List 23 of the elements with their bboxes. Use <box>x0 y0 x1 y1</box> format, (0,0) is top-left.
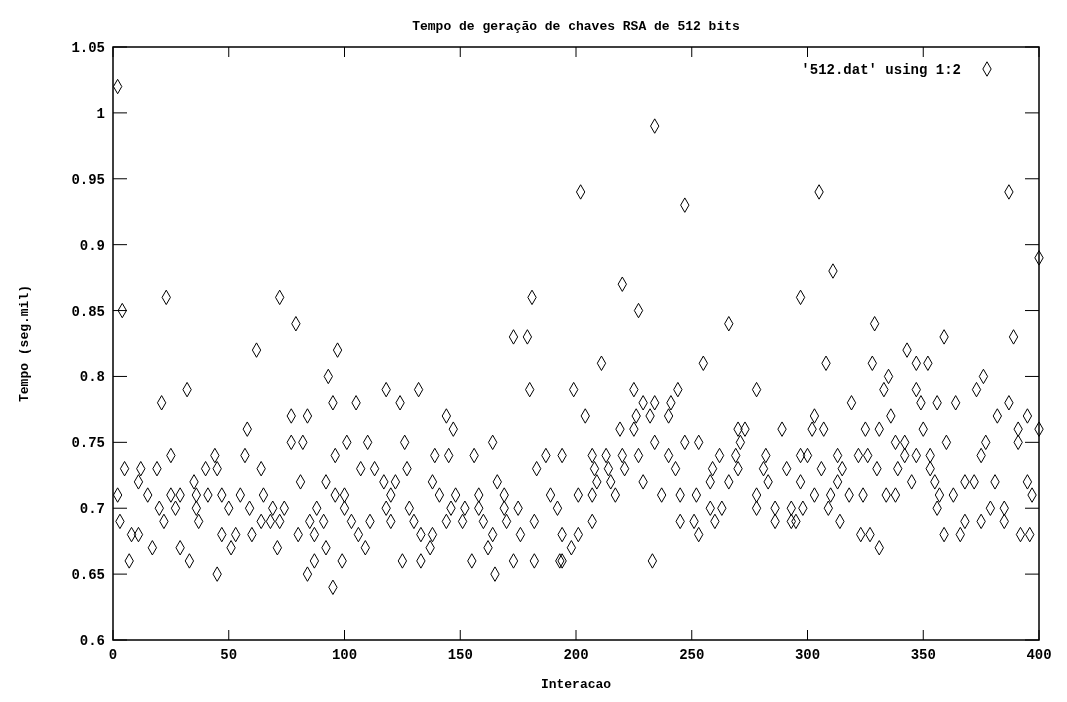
y-tick-label: 0.65 <box>71 567 105 584</box>
y-tick-label: 0.8 <box>79 369 105 386</box>
x-tick-label: 0 <box>108 647 118 663</box>
x-tick-label: 200 <box>563 647 589 663</box>
y-tick-label: 1 <box>96 105 105 122</box>
legend-label: '512.dat' using 1:2 <box>801 62 961 78</box>
x-tick-label: 300 <box>794 647 821 663</box>
y-axis-title: Tempo (seg.mil) <box>17 284 32 403</box>
y-tick-label: 0.7 <box>79 501 105 518</box>
x-tick-label: 250 <box>679 647 705 663</box>
y-tick-label: 0.9 <box>79 237 105 254</box>
x-tick-label: 50 <box>220 647 238 663</box>
y-tick-label: 0.6 <box>79 633 105 649</box>
y-tick-label: 0.75 <box>71 435 105 452</box>
chart-title: Tempo de geração de chaves RSA de 512 bits <box>412 19 741 34</box>
y-tick-label: 1.05 <box>71 40 105 56</box>
x-tick-label: 150 <box>447 647 473 663</box>
x-tick-label: 350 <box>910 647 936 663</box>
x-tick-label: 400 <box>1026 647 1052 663</box>
x-axis-title: Interacao <box>540 677 612 692</box>
x-tick-label: 100 <box>331 647 358 663</box>
y-tick-label: 0.95 <box>71 171 105 188</box>
y-tick-label: 0.85 <box>71 303 105 320</box>
